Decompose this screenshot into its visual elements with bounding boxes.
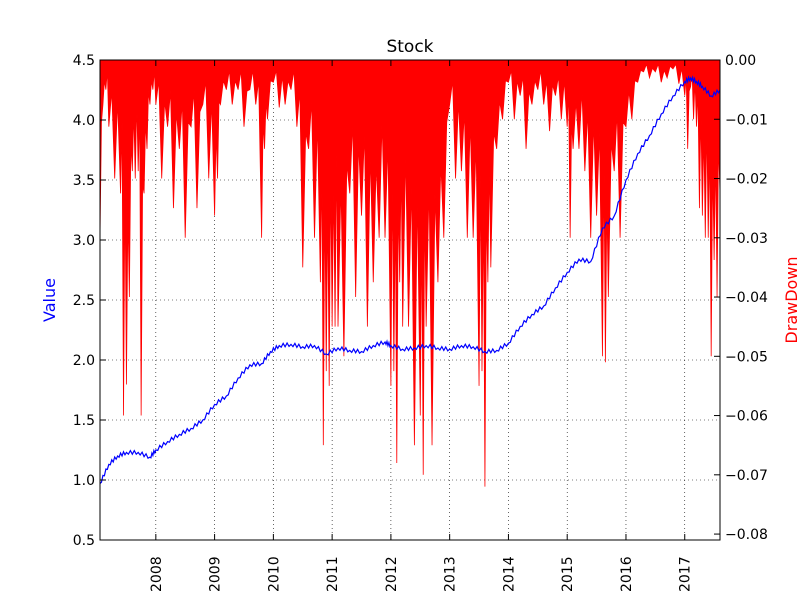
y-tick-label-left: 4.5 — [73, 53, 95, 69]
y-tick-label-right: −0.05 — [725, 349, 768, 365]
y-tick-label-left: 4.0 — [73, 113, 95, 129]
x-tick-label: 2016 — [619, 556, 635, 592]
y-tick-label-right: −0.03 — [725, 231, 768, 247]
x-tick-label: 2014 — [501, 556, 517, 592]
y-tick-label-right: −0.04 — [725, 290, 768, 306]
y-tick-label-left: 2.0 — [73, 353, 95, 369]
x-tick-label: 2010 — [266, 556, 282, 592]
y-tick-label-left: 3.5 — [73, 173, 95, 189]
x-tick-label: 2013 — [443, 556, 459, 592]
y-axis-label-left: Value — [40, 278, 59, 322]
y-tick-label-left: 2.5 — [73, 293, 95, 309]
value-series — [99, 75, 721, 485]
x-tick-label: 2011 — [325, 556, 341, 592]
y-axis-label-right: DrawDown — [782, 256, 800, 343]
drawdown-area — [99, 59, 721, 487]
y-tick-label-left: 0.5 — [73, 533, 95, 549]
x-tick-label: 2009 — [208, 556, 224, 592]
drawdown-series — [99, 59, 721, 487]
y-tick-label-right: −0.07 — [725, 468, 768, 484]
y-tick-label-right: 0.00 — [725, 53, 756, 69]
x-tick-label: 2008 — [149, 556, 165, 592]
ticks: 2008 2009 2010 2011 2012 2013 2014 2015 2016 2017… — [73, 53, 768, 592]
x-tick-label: 2017 — [678, 556, 694, 592]
y-tick-label-left: 1.0 — [73, 473, 95, 489]
y-tick-label-left: 1.5 — [73, 413, 95, 429]
x-tick-label: 2015 — [560, 556, 576, 592]
chart-title: Stock — [386, 37, 433, 57]
x-tick-label: 2012 — [384, 556, 400, 592]
y-tick-label-right: −0.01 — [725, 112, 768, 128]
y-tick-label-right: −0.06 — [725, 409, 768, 425]
y-tick-label-right: −0.08 — [725, 527, 768, 543]
y-tick-label-right: −0.02 — [725, 172, 768, 188]
y-tick-label-left: 3.0 — [73, 233, 95, 249]
value-line — [99, 75, 721, 485]
